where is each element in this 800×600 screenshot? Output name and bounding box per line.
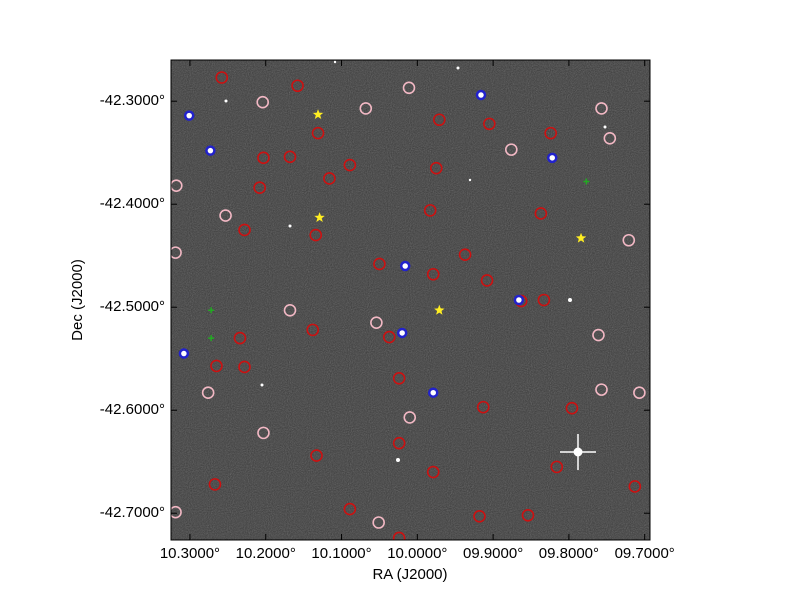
source-circle bbox=[238, 360, 251, 374]
source-circle bbox=[210, 359, 223, 373]
source-dot bbox=[183, 110, 195, 121]
x-axis-label: RA (J2000) bbox=[372, 566, 447, 583]
source-circle bbox=[476, 400, 490, 414]
source-circle bbox=[256, 95, 270, 109]
source-plus bbox=[208, 335, 215, 342]
source-circle bbox=[534, 207, 548, 220]
x-tick-label: 09.7000° bbox=[615, 545, 675, 562]
source-plus bbox=[208, 307, 215, 314]
source-circle bbox=[382, 330, 396, 344]
source-circle bbox=[310, 449, 323, 462]
source-circle bbox=[402, 81, 416, 95]
y-axis-label: Dec (J2000) bbox=[69, 259, 86, 341]
source-circle bbox=[595, 102, 608, 115]
source-circle bbox=[283, 150, 297, 164]
source-dot bbox=[178, 348, 190, 359]
source-circle bbox=[323, 172, 336, 185]
source-circle bbox=[628, 480, 642, 493]
faint-stars bbox=[224, 60, 607, 462]
y-tick-label: -42.4000° bbox=[100, 195, 165, 212]
source-circle bbox=[306, 323, 320, 337]
source-circle bbox=[208, 478, 222, 491]
bright-star bbox=[560, 434, 596, 470]
source-circle bbox=[233, 331, 247, 345]
source-star bbox=[434, 304, 445, 315]
source-circle bbox=[458, 248, 472, 261]
source-dot bbox=[205, 145, 216, 156]
source-circle bbox=[603, 131, 617, 145]
source-circle bbox=[257, 151, 270, 165]
source-circle bbox=[544, 126, 558, 140]
source-circle bbox=[426, 267, 440, 281]
source-circle bbox=[291, 79, 304, 93]
source-circle bbox=[171, 179, 183, 192]
source-plus bbox=[583, 178, 590, 185]
y-tick-label: -42.3000° bbox=[100, 92, 165, 109]
source-circle bbox=[433, 113, 446, 127]
plot-frame bbox=[170, 59, 651, 541]
source-circle bbox=[426, 465, 440, 479]
source-dot bbox=[399, 260, 411, 272]
source-circle bbox=[219, 209, 232, 222]
source-circle bbox=[550, 460, 564, 474]
source-circle bbox=[565, 401, 579, 415]
source-dot bbox=[513, 294, 525, 306]
x-tick-label: 10.3000° bbox=[160, 545, 220, 562]
x-tick-label: 10.1000° bbox=[311, 545, 371, 562]
source-circle bbox=[505, 143, 518, 156]
source-circle bbox=[392, 371, 406, 385]
source-dot bbox=[546, 152, 558, 164]
source-circle bbox=[311, 126, 325, 140]
source-circle bbox=[521, 508, 535, 522]
source-star bbox=[575, 232, 587, 243]
source-dot bbox=[475, 89, 487, 101]
x-tick-label: 10.0000° bbox=[387, 545, 447, 562]
source-circle bbox=[403, 411, 417, 424]
source-circle bbox=[480, 274, 494, 287]
source-circle bbox=[309, 228, 323, 242]
source-dot bbox=[396, 327, 408, 339]
x-tick-label: 09.8000° bbox=[539, 545, 599, 562]
source-circle bbox=[201, 386, 215, 400]
source-circle bbox=[253, 181, 266, 195]
source-circle bbox=[343, 502, 357, 516]
source-star bbox=[314, 212, 325, 222]
source-circle bbox=[215, 71, 229, 84]
source-circle bbox=[392, 531, 406, 540]
source-circle bbox=[483, 117, 496, 131]
source-star bbox=[312, 109, 324, 119]
source-circle bbox=[473, 510, 486, 523]
x-tick-label: 09.9000° bbox=[463, 545, 523, 562]
source-circle bbox=[370, 316, 383, 329]
source-circle bbox=[343, 158, 357, 172]
x-tick-label: 10.2000° bbox=[236, 545, 296, 562]
source-circle bbox=[171, 246, 182, 259]
sky-image bbox=[171, 60, 650, 540]
y-tick-label: -42.6000° bbox=[100, 401, 165, 418]
source-circle bbox=[238, 223, 251, 237]
source-circle bbox=[592, 328, 605, 342]
source-circle bbox=[373, 257, 386, 271]
source-circle bbox=[622, 233, 636, 247]
y-tick-label: -42.7000° bbox=[100, 504, 165, 521]
source-circle bbox=[283, 304, 297, 317]
source-circle bbox=[392, 436, 406, 450]
y-tick-label: -42.5000° bbox=[100, 298, 165, 315]
source-circle bbox=[595, 383, 608, 396]
source-circle bbox=[429, 161, 443, 175]
source-circle bbox=[372, 516, 385, 529]
source-circle bbox=[423, 204, 437, 217]
source-circle bbox=[537, 293, 551, 307]
source-circle bbox=[359, 102, 373, 115]
source-circle bbox=[633, 386, 646, 400]
source-circle bbox=[171, 505, 182, 519]
source-circle bbox=[257, 426, 270, 440]
source-dot bbox=[427, 387, 439, 398]
